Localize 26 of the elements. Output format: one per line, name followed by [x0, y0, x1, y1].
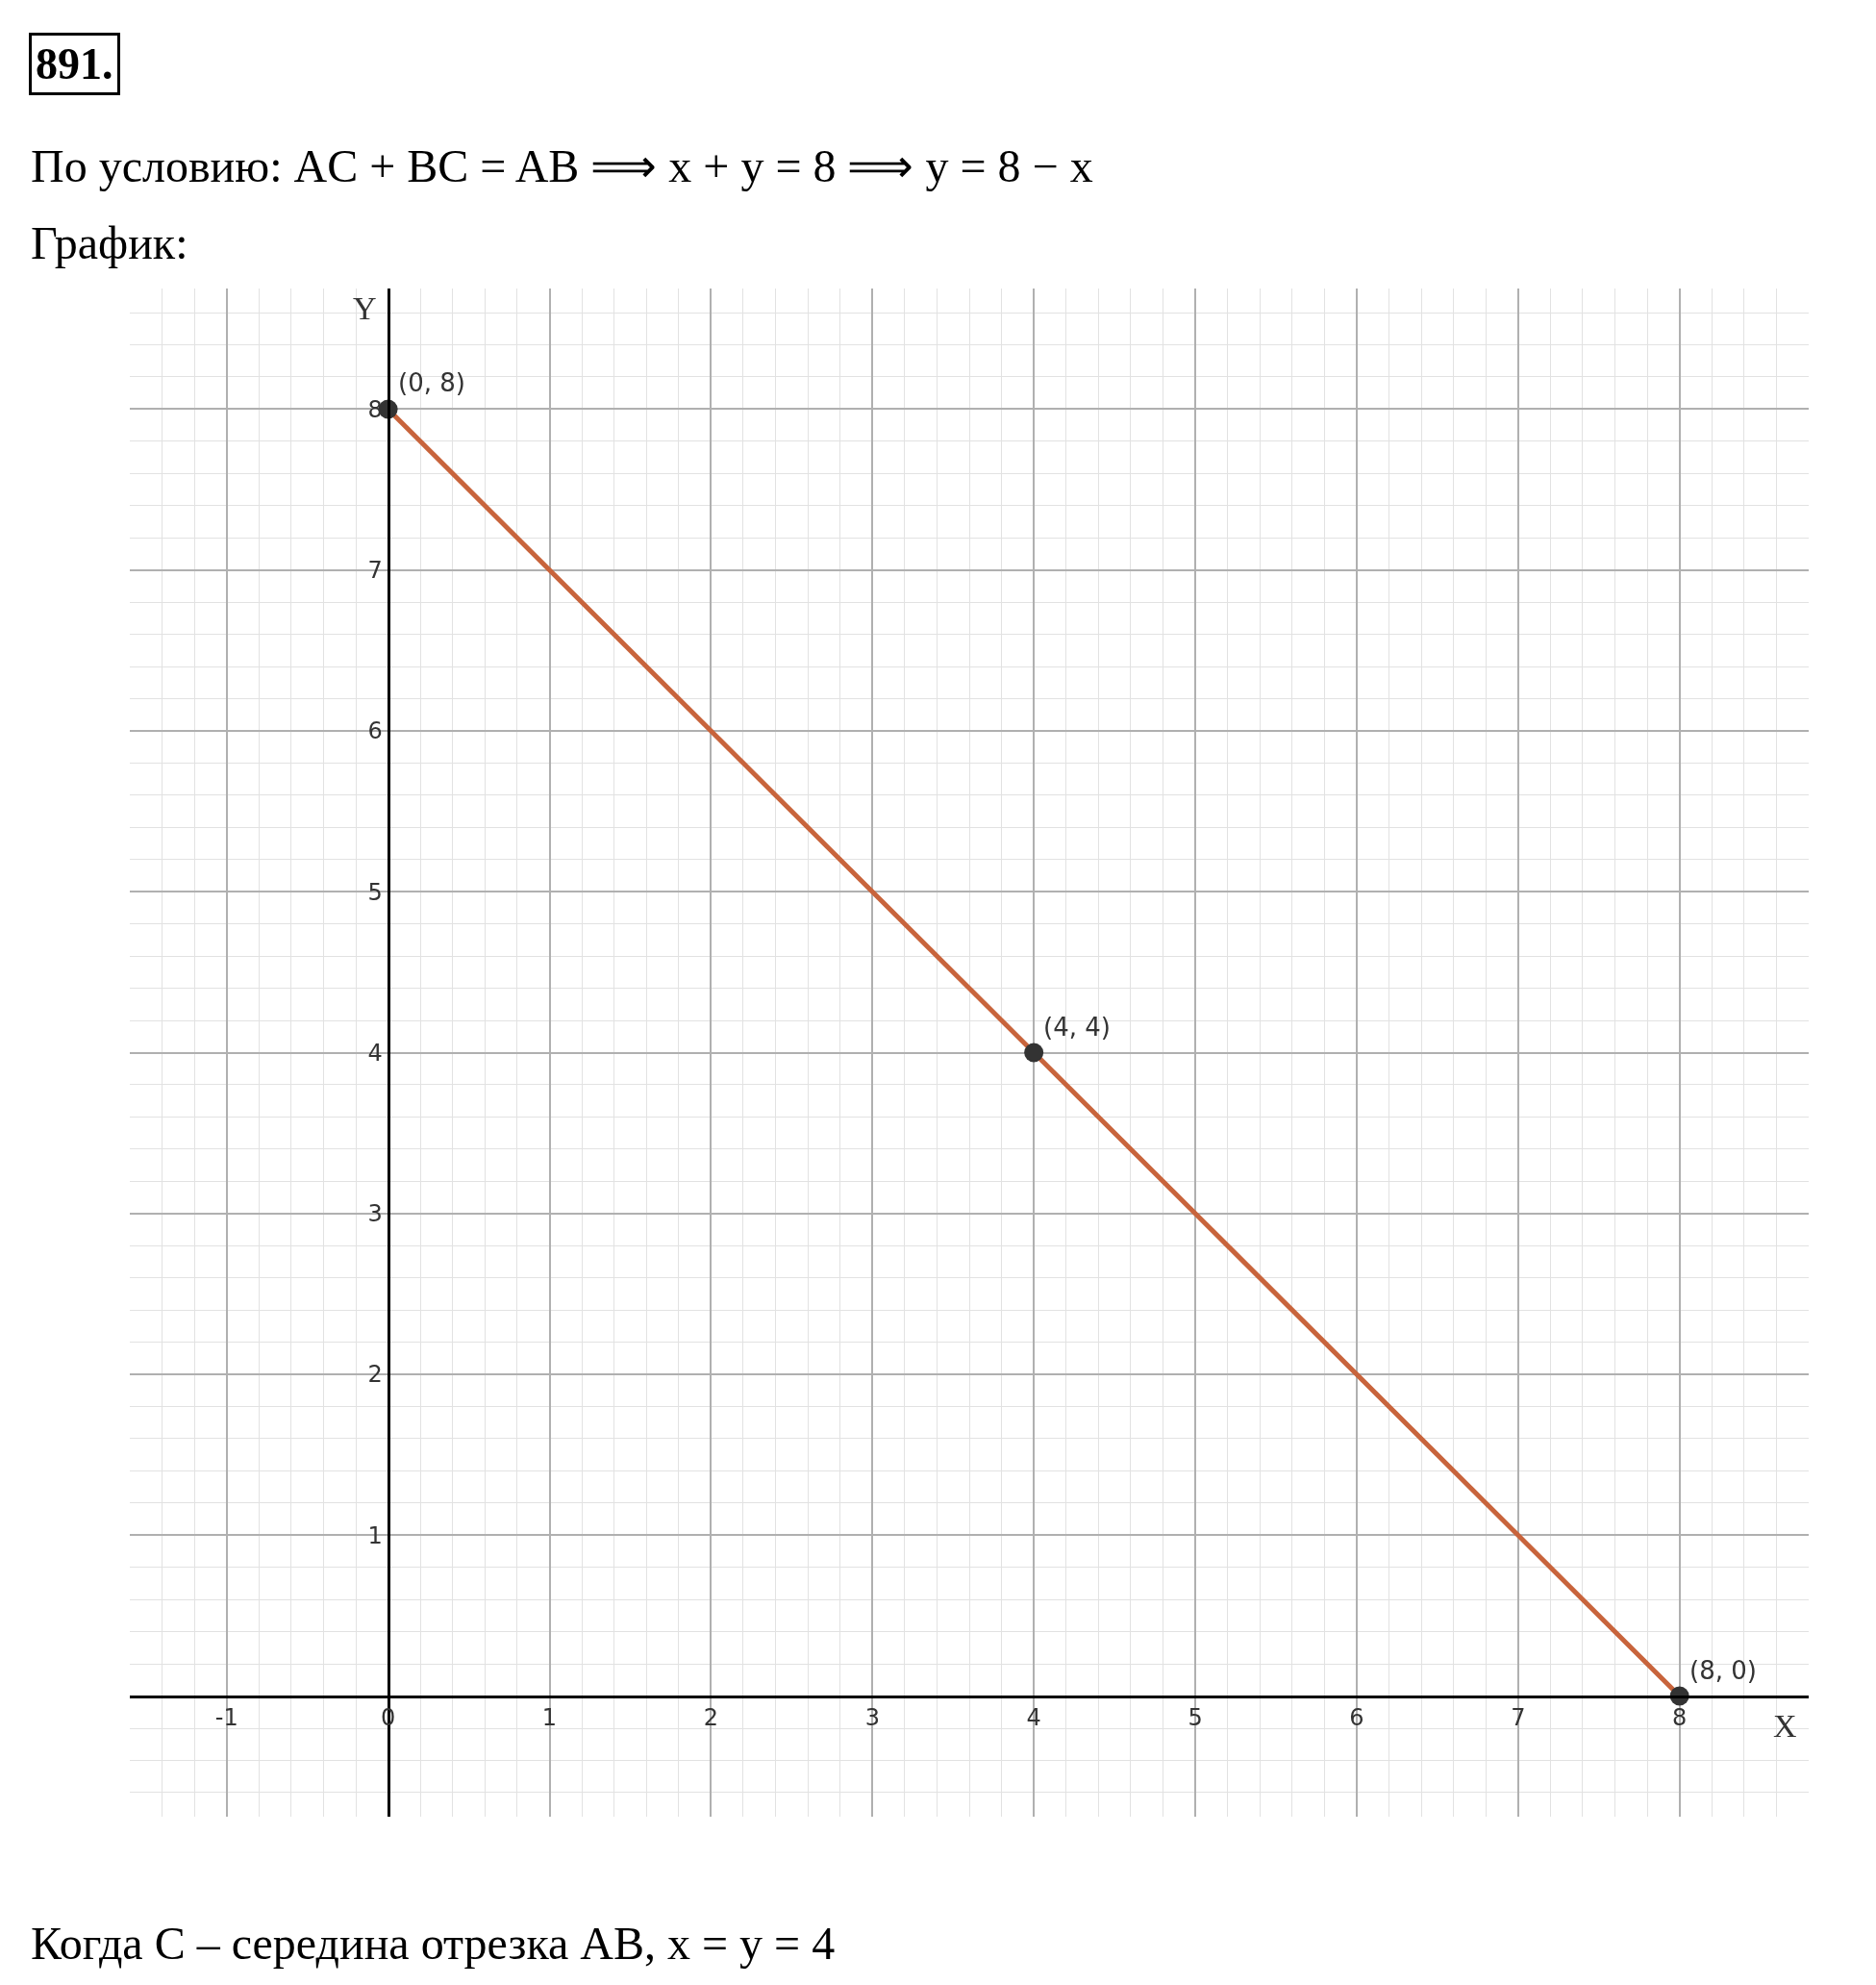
y-tick-label: 3: [367, 1200, 383, 1228]
annotation: (4, 4): [1043, 1013, 1111, 1042]
y-tick-label: 5: [367, 878, 383, 906]
point: [1024, 1043, 1044, 1063]
y-tick-label: 2: [367, 1361, 383, 1389]
annotation: (0, 8): [398, 368, 465, 397]
x-tick-label: -1: [214, 1704, 238, 1732]
annotation: (8, 0): [1689, 1656, 1757, 1685]
y-tick-label: 4: [367, 1039, 383, 1067]
x-tick-label: 8: [1672, 1704, 1688, 1732]
x-tick-label: 5: [1188, 1704, 1203, 1732]
x-tick-label: 7: [1511, 1704, 1526, 1732]
y-tick-label: 7: [367, 557, 383, 585]
text: График:: [31, 217, 188, 268]
x-tick-label: 4: [1026, 1704, 1041, 1732]
chart-title: 891.: [36, 39, 113, 88]
x-tick-label: 6: [1349, 1704, 1364, 1732]
x-tick-label: 1: [541, 1704, 558, 1732]
x-tick-label: 3: [864, 1704, 880, 1732]
x-axis-title: X: [1773, 1708, 1797, 1744]
x-tick-label: 2: [703, 1704, 719, 1732]
y-axis-title: Y: [353, 290, 377, 326]
chart-subtitle: По условию: AC + BC = AB ⟹ x + y = 8 ⟹ y = 8 − x: [31, 140, 1093, 191]
y-tick-label: 1: [367, 1521, 383, 1549]
text: Когда C – середина отрезка AB, x = y = 4: [31, 1918, 836, 1969]
y-tick-label: 6: [367, 717, 383, 745]
